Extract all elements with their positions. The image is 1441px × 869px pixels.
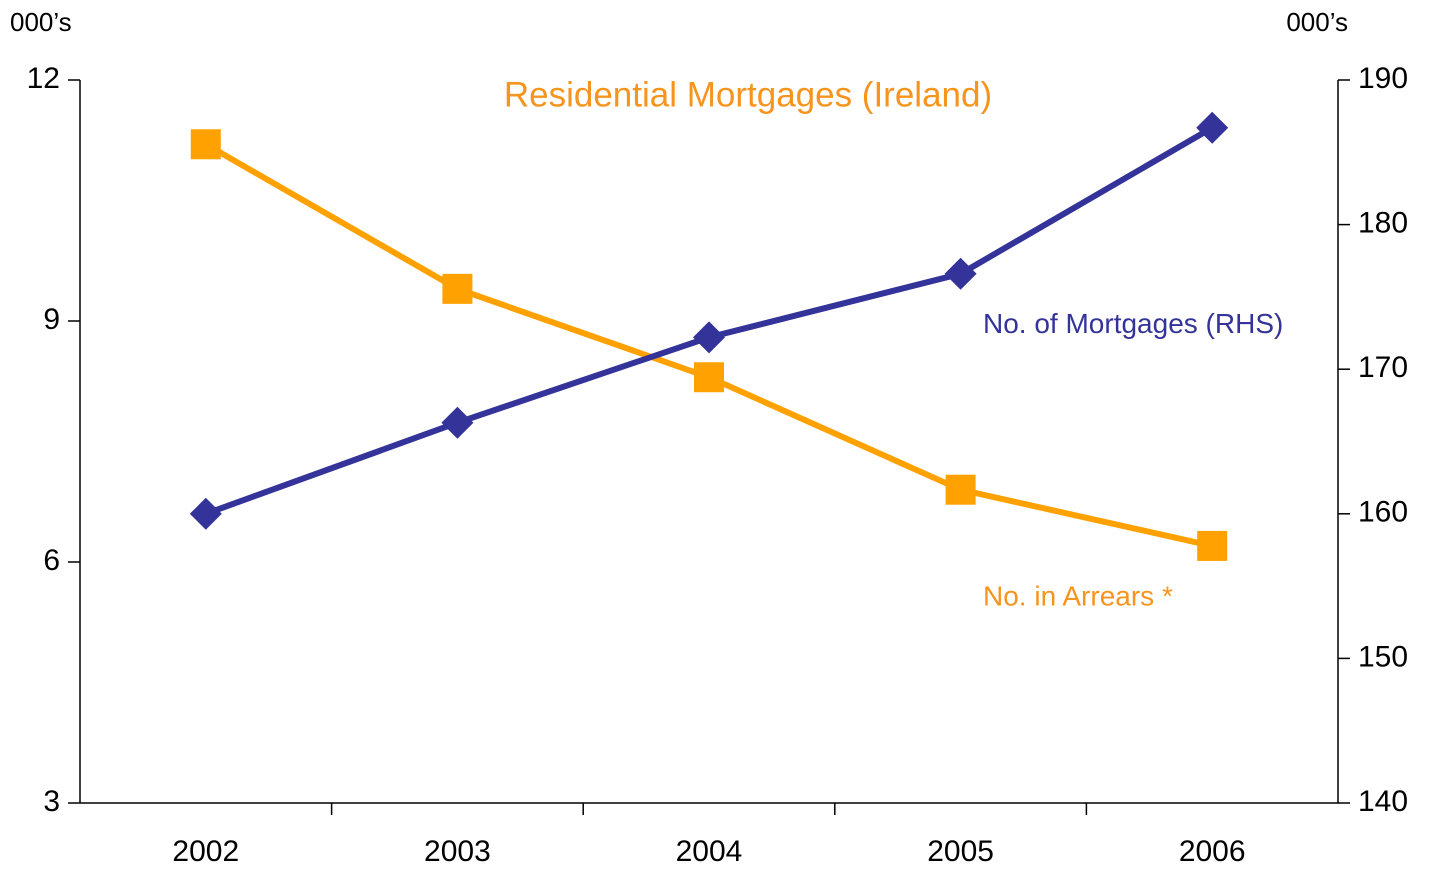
diamond-marker — [944, 257, 977, 290]
x-tick-label: 2006 — [1179, 835, 1246, 868]
y2-tick-label: 180 — [1358, 207, 1408, 240]
x-tick-label: 2002 — [172, 835, 239, 868]
series-label: No. in Arrears * — [983, 580, 1173, 611]
y-tick-label: 9 — [43, 303, 60, 336]
chart-title: Residential Mortgages (Ireland) — [504, 75, 992, 114]
series-label: No. of Mortgages (RHS) — [983, 308, 1283, 339]
square-marker — [945, 474, 976, 505]
x-tick-label: 2005 — [927, 835, 994, 868]
square-marker — [694, 362, 724, 393]
diamond-marker — [693, 321, 725, 354]
y2-tick-label: 190 — [1358, 62, 1408, 95]
x-tick-label: 2003 — [424, 835, 491, 868]
y-tick-label: 6 — [43, 544, 60, 577]
y-tick-label: 3 — [43, 785, 60, 818]
square-marker — [190, 129, 221, 160]
diamond-marker — [441, 406, 474, 439]
square-marker — [442, 273, 473, 304]
diamond-marker — [189, 497, 222, 530]
y-axis-label: 000’s — [10, 7, 72, 37]
y-tick-label: 12 — [27, 62, 60, 95]
y2-tick-label: 140 — [1358, 785, 1408, 818]
square-marker — [1197, 530, 1228, 561]
x-tick-label: 2004 — [676, 835, 743, 868]
diamond-marker — [1196, 111, 1229, 144]
y2-axis-label: 000’s — [1286, 7, 1348, 37]
y2-tick-label: 150 — [1358, 640, 1408, 673]
y2-tick-label: 160 — [1358, 496, 1408, 529]
y2-tick-label: 170 — [1358, 351, 1408, 384]
